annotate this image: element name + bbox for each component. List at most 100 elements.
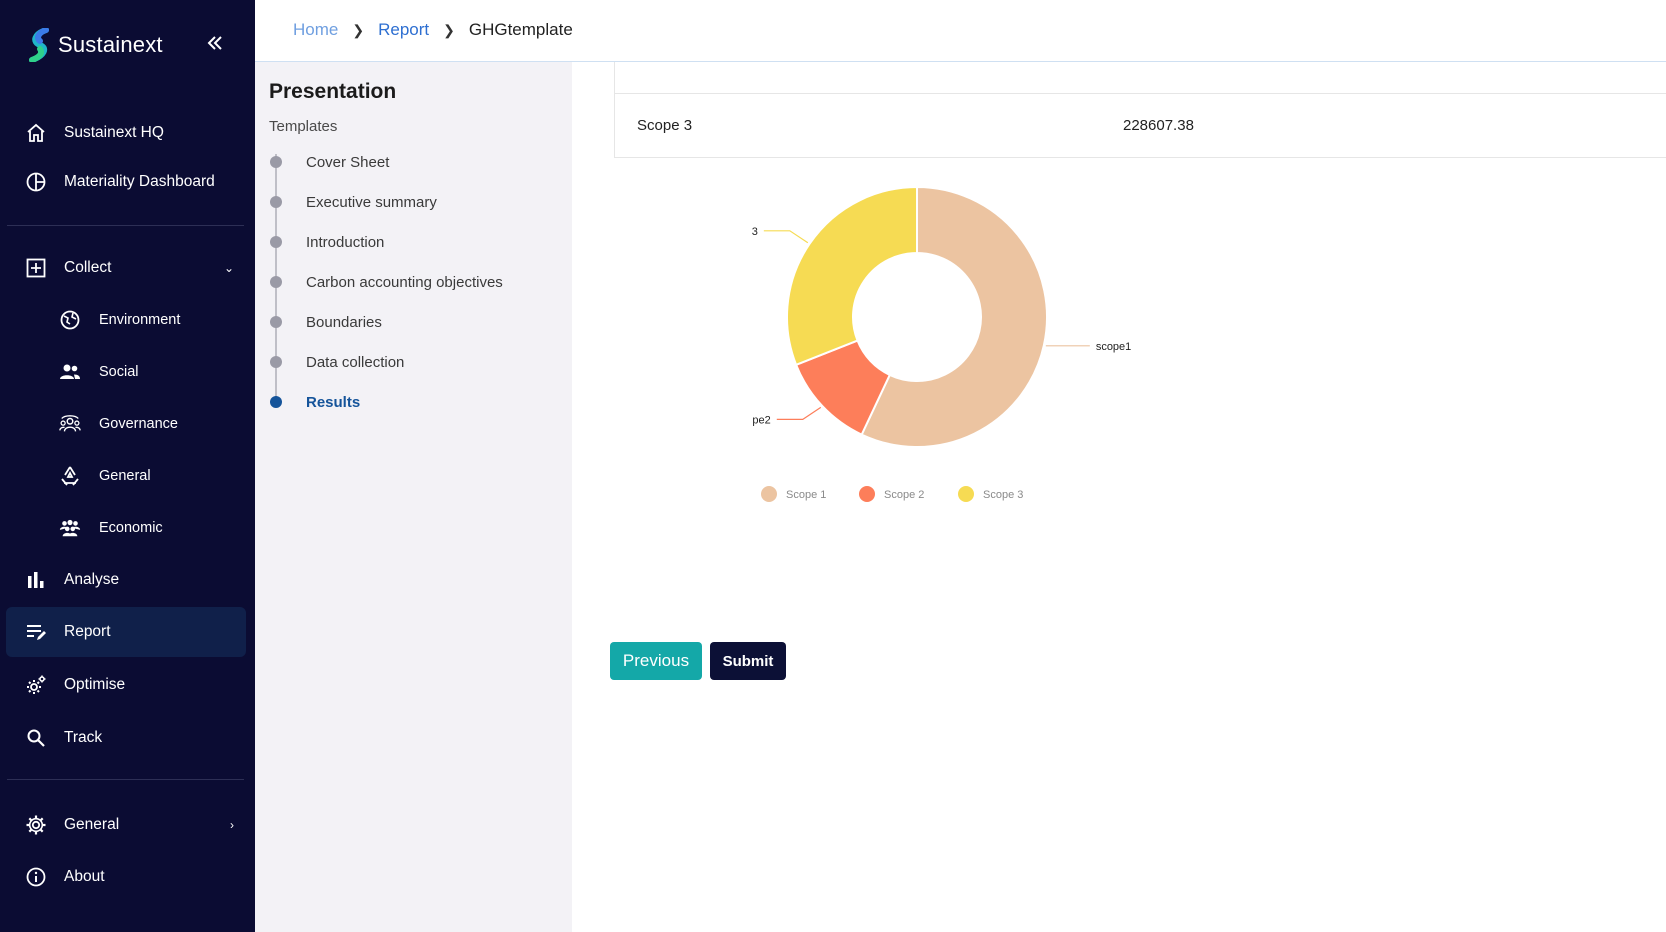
step-label: Results (306, 393, 361, 411)
home-icon (25, 122, 47, 144)
sidebar-item-collect[interactable]: Collect ⌄ (6, 243, 246, 293)
sidebar-item-economic[interactable]: Economic (6, 503, 246, 553)
sidebar-item-label: Report (64, 623, 111, 640)
sidebar-item-label: Collect (64, 259, 112, 276)
sidebar-item-governance[interactable]: Governance (6, 399, 246, 449)
legend-marker-3 (958, 486, 974, 502)
sidebar-item-environment[interactable]: Environment (6, 295, 246, 345)
step-label: Boundaries (306, 313, 382, 331)
sidebar-item-social[interactable]: Social (6, 347, 246, 397)
sustainext-logo-icon (29, 28, 49, 62)
step-label: Carbon accounting objectives (306, 273, 503, 291)
sidebar-item-label: Materiality Dashboard (64, 173, 215, 190)
main-content: Scope 3 228607.38 scope1 scope2 scope3 Scop… (572, 62, 1666, 932)
settings-icon (25, 814, 47, 836)
sidebar-item-materiality-dashboard[interactable]: Materiality Dashboard (6, 157, 246, 207)
sidebar-item-analyse[interactable]: Analyse (6, 555, 246, 605)
edit-list-icon (25, 621, 47, 643)
step-dot (270, 356, 282, 368)
sidebar-item-label: Analyse (64, 571, 120, 588)
results-table: Scope 3 228607.38 (614, 62, 1666, 158)
sidebar-item-label: General (64, 816, 120, 833)
step-cover-sheet[interactable]: Cover Sheet (269, 150, 389, 174)
chevron-right-icon: ❯ (443, 21, 455, 38)
step-introduction[interactable]: Introduction (269, 230, 384, 254)
donut-slice-scope1[interactable] (860, 185, 1048, 448)
legend-marker-2 (859, 486, 875, 502)
step-dot (270, 156, 282, 168)
plus-square-icon (25, 257, 47, 279)
previous-button[interactable]: Previous (610, 642, 702, 680)
slice-label-scope2: scope2 (752, 414, 771, 426)
step-label: Data collection (306, 353, 405, 371)
double-chevron-left-icon (207, 36, 222, 50)
top-header: Home ❯ Report ❯ GHGtemplate (255, 0, 1666, 62)
sidebar-item-label: Governance (99, 416, 178, 432)
sidebar-divider (7, 225, 244, 226)
chevron-right-icon: › (230, 818, 234, 832)
slice-label-scope3: scope3 (752, 226, 758, 238)
sidebar-item-general-settings[interactable]: General › (6, 800, 246, 850)
bar-chart-icon (25, 569, 47, 591)
sidebar-item-label: General (99, 468, 151, 484)
sidebar-item-label: Track (64, 729, 103, 746)
panel-subtitle: Templates (269, 118, 338, 135)
template-panel: Presentation Templates Cover Sheet Execu… (255, 62, 572, 932)
sidebar-item-label: Social (99, 364, 139, 380)
breadcrumb-report-link[interactable]: Report (378, 20, 430, 39)
legend-label-3[interactable]: Scope 3 (983, 489, 1023, 501)
panel-title: Presentation (269, 80, 397, 103)
gear-cog-icon (25, 674, 47, 696)
step-label: Executive summary (306, 193, 437, 211)
sidebar-item-label: About (64, 868, 105, 885)
search-icon (25, 727, 47, 749)
sidebar-item-label: Optimise (64, 676, 126, 693)
legend-label-1[interactable]: Scope 1 (786, 489, 826, 501)
sidebar-divider (7, 779, 244, 780)
table-row (615, 62, 1666, 94)
table-cell-scope-value: 228607.38 (1123, 117, 1194, 134)
step-dot (270, 316, 282, 328)
step-dot (270, 396, 282, 408)
step-data-collection[interactable]: Data collection (269, 350, 404, 374)
sidebar-item-label: Environment (99, 312, 181, 328)
recycle-icon (59, 465, 81, 487)
slice-label-scope1: scope1 (1096, 341, 1131, 353)
app-name: Sustainext (58, 32, 163, 57)
breadcrumb: Home ❯ Report ❯ GHGtemplate (293, 20, 573, 40)
sidebar-item-optimise[interactable]: Optimise (6, 660, 246, 710)
step-dot (270, 276, 282, 288)
sidebar-item-sustainext-hq[interactable]: Sustainext HQ (6, 108, 246, 158)
step-boundaries[interactable]: Boundaries (269, 310, 382, 334)
sidebar-item-general-collect[interactable]: General (6, 451, 246, 501)
legend-label-2[interactable]: Scope 2 (884, 489, 924, 501)
globe-icon (59, 309, 81, 331)
callout-line-scope2 (776, 406, 822, 420)
breadcrumb-home-link[interactable]: Home (293, 20, 339, 39)
step-executive-summary[interactable]: Executive summary (269, 190, 437, 214)
sidebar-item-about[interactable]: About (6, 852, 246, 902)
submit-button[interactable]: Submit (710, 642, 786, 680)
step-results[interactable]: Results (269, 390, 360, 414)
donut-slice-scope3[interactable] (786, 185, 918, 367)
step-dot (270, 196, 282, 208)
sidebar-item-track[interactable]: Track (6, 713, 246, 763)
step-label: Introduction (306, 233, 385, 251)
step-label: Cover Sheet (306, 153, 390, 171)
collapse-sidebar-button[interactable] (206, 34, 226, 54)
pie-icon (25, 171, 47, 193)
governance-icon (59, 413, 81, 435)
sidebar-item-report[interactable]: Report (6, 607, 246, 657)
sidebar-item-label: Sustainext HQ (64, 124, 164, 141)
step-carbon-accounting-objectives[interactable]: Carbon accounting objectives (269, 270, 503, 294)
step-dot (270, 236, 282, 248)
info-icon (25, 866, 47, 888)
sidebar: Sustainext Sustainext HQ Materiality Das… (0, 0, 255, 932)
table-cell-scope-label: Scope 3 (637, 117, 693, 134)
emissions-donut-chart: scope1 scope2 scope3 Scope 1 Scope 2 Scope 3 (752, 185, 1131, 502)
logo: Sustainext (28, 28, 163, 62)
group-icon (59, 517, 81, 539)
callout-line-scope3 (763, 230, 809, 244)
chevron-right-icon: ❯ (352, 21, 365, 38)
